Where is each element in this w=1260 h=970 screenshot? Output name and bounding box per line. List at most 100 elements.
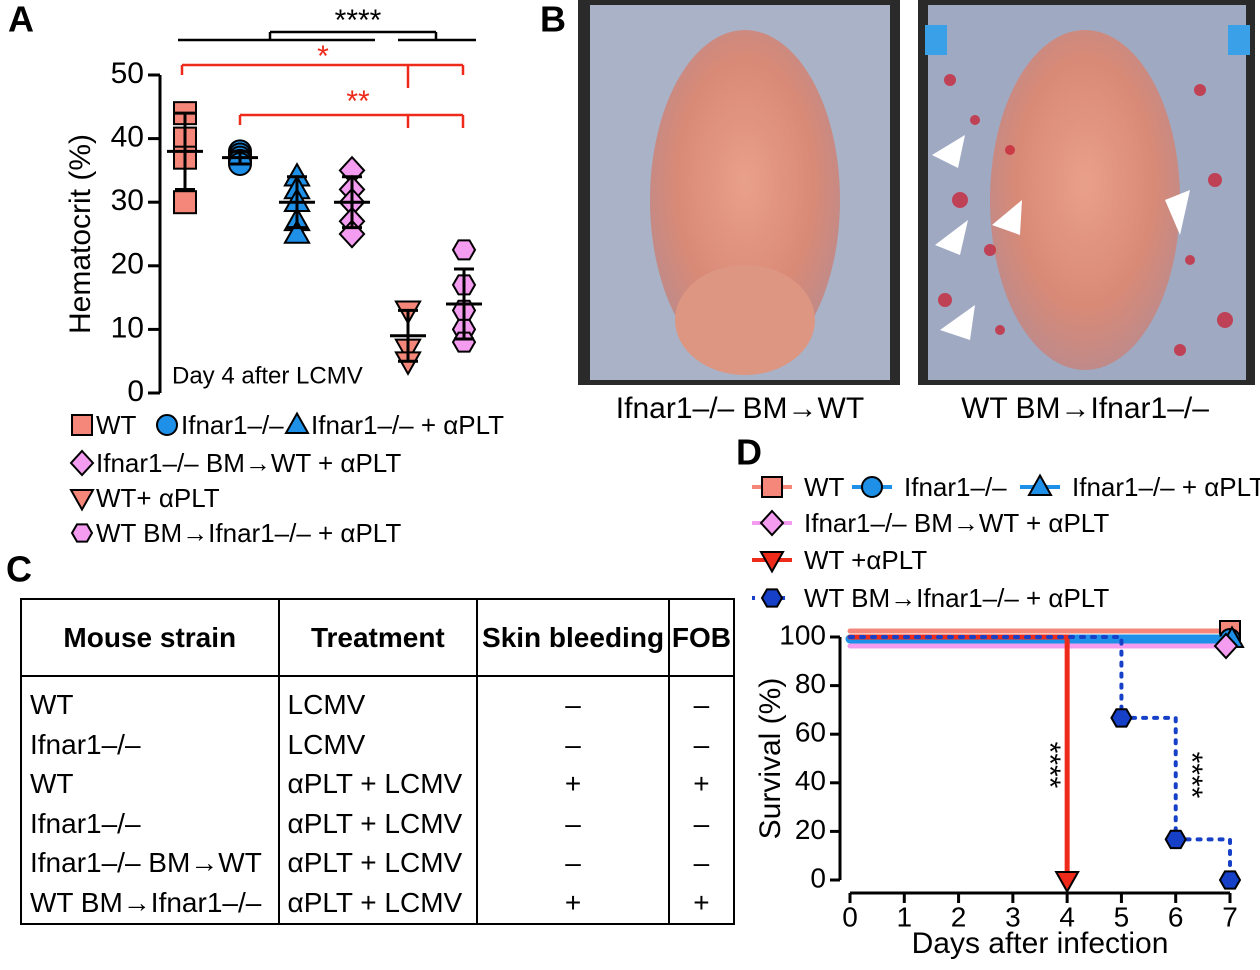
x-tick-label: 2 [951, 901, 967, 932]
y-tick-label: 30 [111, 184, 144, 217]
marker [761, 476, 783, 498]
table-cell: – [477, 724, 670, 765]
panel-label: B [540, 0, 566, 40]
marker [71, 414, 93, 436]
photo-left [578, 0, 900, 385]
marker [451, 331, 477, 353]
panel-label: D [736, 432, 762, 473]
annotation: Day 4 after LCMV [172, 362, 363, 389]
table-cell: + [477, 764, 670, 805]
annotation: **** [1033, 742, 1066, 789]
marker [70, 523, 94, 543]
table-cell: – [693, 807, 710, 839]
marker [759, 509, 785, 537]
table-cell: Ifnar1–/– BM→WT [21, 843, 280, 884]
marker [1164, 829, 1187, 850]
marker [283, 219, 311, 244]
table-cell: αPLT + LCMV [278, 843, 479, 884]
legend-label: WT+ αPLT [96, 483, 220, 513]
table-cell: – [477, 804, 670, 844]
marker [69, 449, 95, 477]
legend-label: WT BM→Ifnar1–/– + αPLT [804, 583, 1109, 613]
legend-label: Ifnar1–/– [181, 410, 284, 440]
legend-label: WT BM→Ifnar1–/– + αPLT [96, 518, 401, 548]
table-cell: αPLT + LCMV [278, 764, 479, 805]
y-tick-label: 60 [795, 717, 826, 748]
column-header: Mouse strain [21, 599, 280, 677]
table: Mouse strain Treatment Skin bleeding FOB WT… [20, 598, 735, 925]
table-cell: – [693, 728, 710, 760]
x-tick-label: 0 [842, 901, 858, 932]
y-tick-label: 50 [111, 57, 144, 90]
panel-label: C [6, 549, 32, 590]
table-row: Ifnar1–/– LCMV – – [21, 724, 734, 765]
marker [1110, 708, 1133, 728]
marker [759, 551, 785, 574]
table-row: Ifnar1–/– BM→WT αPLT + LCMV – – [21, 843, 734, 884]
marker [173, 190, 197, 215]
legend-label: Ifnar1–/– [904, 472, 1007, 502]
marker [1213, 632, 1239, 660]
y-axis-label: Survival (%) [754, 678, 787, 840]
marker [760, 588, 784, 608]
marker [1027, 473, 1053, 496]
photo-caption: WT BM→Ifnar1–/– [961, 392, 1209, 425]
legend-label: WT [804, 472, 845, 502]
legend-label: Ifnar1–/– + αPLT [1072, 472, 1260, 502]
significance: * [317, 40, 329, 73]
annotation: **** [1175, 752, 1208, 799]
table-cell: – [477, 843, 670, 884]
marker [1218, 870, 1242, 890]
table-row: WT BM→Ifnar1–/– αPLT + LCMV + + [21, 883, 734, 924]
table-cell: αPLT + LCMV [278, 883, 479, 924]
y-tick-label: 100 [779, 619, 826, 650]
column-header: Treatment [278, 599, 479, 677]
y-tick-label: 80 [795, 668, 826, 699]
y-tick-label: 40 [795, 765, 826, 796]
y-tick-label: 0 [127, 375, 144, 408]
marker [1054, 871, 1080, 894]
table-cell: Ifnar1–/– [21, 804, 280, 844]
photo-right [918, 0, 1255, 385]
y-tick-label: 0 [810, 862, 826, 893]
y-tick-label: 40 [111, 121, 144, 154]
significance: **** [335, 4, 382, 37]
table-cell: – [693, 688, 710, 720]
x-tick-label: 7 [1222, 901, 1238, 932]
table-cell: Ifnar1–/– [21, 724, 280, 765]
x-tick-label: 6 [1168, 901, 1184, 932]
survival-line [848, 635, 1232, 882]
x-tick-label: 3 [1005, 901, 1021, 932]
x-axis-label: Days after infection [912, 927, 1169, 960]
legend-label: WT [96, 410, 137, 440]
legend-label: Ifnar1–/– BM→WT + αPLT [804, 508, 1109, 538]
table-row: Ifnar1–/– αPLT + LCMV – – [21, 804, 734, 844]
table-body: WT LCMV – – Ifnar1–/– LCMV – – WT αPLT + LCMV + + If… [21, 676, 734, 924]
marker [861, 476, 883, 498]
table-cell: – [477, 676, 670, 725]
table-cell: – [693, 847, 710, 879]
table-row: WT αPLT + LCMV + + [21, 764, 734, 805]
marker [451, 239, 477, 261]
table-row: WT LCMV – – [21, 676, 734, 725]
table-cell: WT [21, 676, 280, 725]
table-cell: WT BM→Ifnar1–/– [21, 883, 280, 924]
marker [69, 489, 95, 512]
y-tick-label: 20 [111, 248, 144, 281]
table-cell: WT [21, 764, 280, 805]
marker [156, 414, 178, 436]
photo-caption: Ifnar1–/– BM→WT [616, 392, 864, 425]
column-header: Skin bleeding [477, 599, 670, 677]
y-tick-label: 10 [111, 311, 144, 344]
x-tick-label: 5 [1114, 901, 1130, 932]
x-tick-label: 1 [896, 901, 912, 932]
significance: ** [346, 85, 370, 118]
table-header: Mouse strain Treatment Skin bleeding FOB [21, 599, 734, 677]
marker [284, 411, 310, 434]
legend-label: Ifnar1–/– BM→WT + αPLT [96, 448, 401, 478]
y-axis-label: Hematocrit (%) [64, 134, 97, 334]
legend-label: WT +αPLT [804, 545, 927, 575]
x-tick-label: 4 [1059, 901, 1075, 932]
